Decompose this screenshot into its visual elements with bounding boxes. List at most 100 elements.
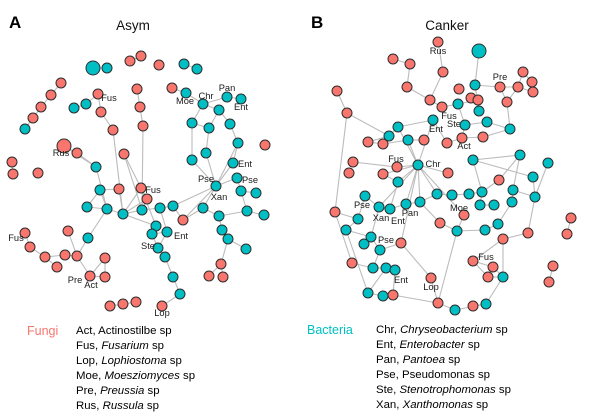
bacteria-legend-heading: Bacteria bbox=[307, 323, 353, 337]
bacteria-node bbox=[389, 264, 401, 276]
fungi-node bbox=[217, 271, 229, 283]
edge bbox=[527, 196, 536, 234]
edge bbox=[472, 159, 534, 178]
bacteria-node bbox=[152, 242, 164, 254]
node-label: Fus bbox=[388, 154, 404, 164]
bacteria-node bbox=[231, 172, 243, 184]
fungi-node bbox=[84, 270, 96, 282]
bacteria-node bbox=[82, 232, 94, 244]
fungi-node bbox=[543, 276, 555, 288]
edge bbox=[215, 142, 239, 187]
edge bbox=[140, 187, 157, 227]
bacteria-node bbox=[506, 196, 518, 208]
node-label: Ent bbox=[174, 231, 188, 241]
fungi-node bbox=[99, 252, 111, 264]
legend-item: Pan, Pantoea sp bbox=[376, 354, 461, 366]
fungi-node bbox=[62, 225, 74, 237]
node-label: Xan bbox=[211, 192, 228, 202]
fungi-node bbox=[377, 168, 389, 180]
bacteria-node bbox=[392, 176, 404, 188]
fungi-node bbox=[6, 156, 18, 168]
bacteria-node bbox=[359, 190, 371, 202]
bacteria-node bbox=[203, 122, 215, 134]
network-asym: Fus Moe Chr Pan Ent Rus Ent Pse Pse Xan Fus Ent Ste F… bbox=[6, 50, 271, 318]
panel-b-title: Canker bbox=[425, 18, 469, 33]
bacteria-node bbox=[471, 43, 487, 59]
bacteria-node bbox=[146, 228, 158, 240]
bacteria-node bbox=[492, 218, 504, 230]
fungi-node bbox=[494, 81, 506, 93]
legend-item: Pse, Pseudomonas sp bbox=[376, 369, 490, 381]
edge bbox=[346, 112, 390, 137]
edge bbox=[352, 161, 398, 168]
bacteria-node bbox=[81, 201, 93, 213]
fungi-node bbox=[497, 233, 509, 245]
node-label: Ent bbox=[429, 124, 443, 134]
edge bbox=[397, 119, 434, 128]
fungi-node bbox=[565, 212, 577, 224]
node-label: Pre bbox=[68, 275, 82, 285]
fungi-node bbox=[547, 260, 559, 272]
bacteria-node bbox=[514, 149, 526, 161]
node-label: Act bbox=[84, 280, 98, 290]
fungi-node bbox=[203, 270, 215, 282]
edge bbox=[512, 154, 521, 191]
edge bbox=[534, 162, 549, 198]
node-label: Pse bbox=[242, 175, 258, 185]
fungi-node bbox=[56, 138, 72, 154]
fungi-node bbox=[141, 193, 153, 205]
fungi-node bbox=[467, 300, 479, 312]
fungi-node bbox=[55, 77, 67, 89]
bacteria-node bbox=[529, 191, 541, 203]
fungi-node bbox=[501, 96, 513, 108]
bacteria-node bbox=[224, 118, 236, 130]
bacteria-node bbox=[542, 157, 554, 169]
fungi-node bbox=[341, 107, 353, 119]
node-label: Fus bbox=[145, 185, 161, 195]
legend-item: Rus, Russula sp bbox=[76, 400, 159, 412]
fungi-node bbox=[401, 81, 413, 93]
fungi-node bbox=[424, 94, 436, 106]
edge bbox=[397, 126, 419, 166]
fungi-node bbox=[39, 251, 51, 263]
edge bbox=[191, 159, 217, 187]
edge bbox=[392, 294, 439, 304]
bacteria-node bbox=[463, 188, 475, 200]
edge bbox=[334, 211, 353, 264]
legend-item: Xan, Xanthomonas sp bbox=[376, 399, 489, 411]
fungi-node bbox=[95, 106, 107, 118]
bacteria-node bbox=[400, 198, 412, 210]
fungi-node bbox=[343, 167, 355, 179]
legend-item: Chr, Chryseobacterium sp bbox=[376, 324, 508, 336]
bacteria-node bbox=[459, 119, 471, 131]
fungi-node bbox=[362, 136, 374, 148]
edge bbox=[417, 164, 438, 195]
bacteria-node bbox=[367, 262, 379, 274]
fungi-node bbox=[19, 227, 31, 239]
bacteria-node bbox=[467, 154, 479, 166]
fungi-node bbox=[153, 59, 165, 71]
edge bbox=[400, 242, 432, 279]
legend-item: Pre, Preussia sp bbox=[76, 385, 160, 397]
bacteria-node bbox=[222, 233, 234, 245]
node-label: Pan bbox=[402, 208, 419, 218]
node-label: Moe bbox=[450, 203, 468, 213]
edge bbox=[141, 125, 144, 211]
legend-item: Fus, Fusarium sp bbox=[76, 340, 165, 352]
fungi-node bbox=[477, 131, 489, 143]
node-label: Ste bbox=[447, 119, 461, 129]
bacteria-node bbox=[235, 185, 247, 197]
bacteria-node bbox=[365, 231, 377, 243]
node-label: Lop bbox=[423, 282, 439, 292]
node-label: Chr bbox=[426, 159, 441, 169]
edge bbox=[472, 154, 521, 161]
bacteria-node bbox=[167, 200, 179, 212]
bacteria-node bbox=[352, 213, 364, 225]
bacteria-node bbox=[412, 159, 424, 171]
fungi-node bbox=[137, 120, 149, 132]
fungi-node bbox=[377, 138, 389, 150]
fungi-node bbox=[526, 76, 538, 88]
bacteria-node bbox=[80, 98, 92, 110]
bacteria-node bbox=[216, 224, 228, 236]
edge bbox=[472, 238, 504, 262]
